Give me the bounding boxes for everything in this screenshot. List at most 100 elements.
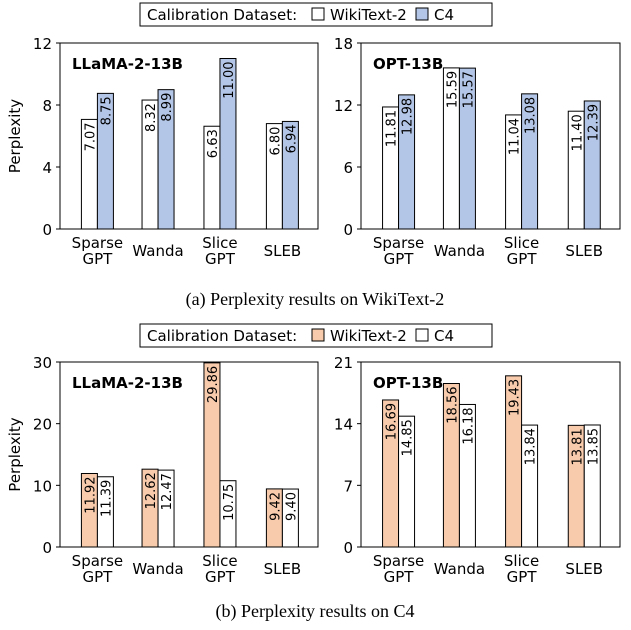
caption: (b) Perplexity results on C4 — [216, 601, 415, 622]
y-tick-label: 14 — [334, 416, 353, 434]
data-label: 11.92 — [83, 476, 98, 513]
data-label: 8.75 — [99, 96, 114, 125]
x-tick-label: SLEB — [264, 242, 302, 260]
bar — [521, 93, 539, 230]
bar — [458, 403, 476, 548]
bar — [281, 120, 299, 230]
x-tick-label: GPT — [82, 250, 113, 268]
y-tick-label: 12 — [334, 97, 353, 115]
bar — [398, 415, 416, 548]
plot-frame — [59, 361, 319, 548]
data-label: 6.94 — [284, 124, 299, 153]
y-tick-label: 18 — [334, 35, 353, 53]
y-tick-label: 0 — [42, 221, 52, 239]
x-tick-label: Sparse — [72, 234, 123, 252]
panel-title: LLaMA-2-13B — [72, 374, 183, 392]
x-tick-label: GPT — [205, 568, 236, 586]
bar — [203, 362, 221, 548]
panel-title: OPT-13B — [373, 55, 443, 73]
legend-swatch — [415, 328, 429, 342]
data-label: 13.85 — [586, 428, 601, 465]
plot-frame — [360, 42, 621, 230]
y-tick-label: 8 — [42, 97, 52, 115]
y-tick-label: 0 — [343, 539, 353, 557]
bar — [458, 67, 476, 230]
data-label: 8.32 — [144, 103, 159, 132]
panel-title: OPT-13B — [373, 374, 443, 392]
plot-frame — [360, 361, 621, 548]
data-label: 11.04 — [508, 118, 523, 155]
x-tick-label: Slice — [504, 234, 539, 252]
y-tick-label: 4 — [42, 159, 52, 177]
x-tick-label: GPT — [384, 568, 415, 586]
data-label: 8.99 — [160, 93, 175, 122]
data-label: 11.39 — [99, 480, 114, 517]
x-tick-label: Wanda — [132, 242, 183, 260]
bar — [583, 100, 601, 230]
legend-label: WikiText-2 — [330, 6, 407, 24]
x-tick-label: Wanda — [132, 560, 183, 578]
y-axis-label: Perplexity — [6, 99, 24, 173]
y-axis-label: Perplexity — [6, 417, 24, 491]
plot-frame — [59, 42, 319, 230]
x-tick-label: GPT — [82, 568, 113, 586]
x-tick-label: Sparse — [373, 234, 424, 252]
data-label: 12.39 — [586, 104, 601, 141]
data-label: 12.47 — [160, 473, 175, 510]
y-tick-label: 7 — [343, 477, 353, 495]
legend-label: C4 — [434, 6, 454, 24]
panel-title: LLaMA-2-13B — [72, 55, 183, 73]
data-label: 11.00 — [222, 62, 237, 99]
data-label: 19.43 — [508, 379, 523, 416]
data-label: 9.40 — [284, 492, 299, 521]
x-tick-label: SLEB — [565, 560, 603, 578]
legend-title: Calibration Dataset: — [147, 6, 297, 24]
legend-swatch — [311, 328, 325, 342]
bar — [96, 92, 114, 230]
legend-label: C4 — [434, 327, 454, 345]
y-tick-label: 0 — [343, 221, 353, 239]
legend-swatch — [311, 7, 325, 21]
bar — [583, 424, 601, 548]
bar — [521, 424, 539, 548]
legend-swatch — [415, 7, 429, 21]
x-tick-label: SLEB — [565, 242, 603, 260]
data-label: 29.86 — [206, 366, 221, 403]
data-label: 10.75 — [222, 484, 237, 521]
data-label: 16.18 — [461, 407, 476, 444]
x-tick-label: GPT — [205, 250, 236, 268]
bar — [157, 469, 175, 548]
y-tick-label: 30 — [33, 354, 52, 372]
x-tick-label: Slice — [202, 552, 237, 570]
data-label: 13.84 — [524, 428, 539, 465]
data-label: 6.63 — [206, 129, 221, 158]
y-tick-label: 12 — [33, 35, 52, 53]
y-tick-label: 10 — [33, 477, 52, 495]
data-label: 6.80 — [268, 127, 283, 156]
data-label: 18.56 — [445, 386, 460, 423]
x-tick-label: Sparse — [72, 552, 123, 570]
data-label: 15.57 — [461, 71, 476, 108]
y-tick-label: 6 — [343, 159, 353, 177]
bar — [398, 94, 416, 230]
data-label: 7.07 — [83, 122, 98, 151]
bar — [157, 89, 175, 230]
data-label: 13.08 — [524, 97, 539, 134]
data-label: 13.81 — [570, 428, 585, 465]
y-tick-label: 0 — [42, 539, 52, 557]
data-label: 12.98 — [401, 98, 416, 135]
bar — [219, 58, 237, 230]
x-tick-label: Wanda — [434, 560, 485, 578]
bar — [281, 488, 299, 548]
caption: (a) Perplexity results on WikiText-2 — [186, 289, 445, 310]
legend-label: WikiText-2 — [330, 327, 407, 345]
data-label: 9.42 — [268, 492, 283, 521]
data-label: 16.69 — [385, 403, 400, 440]
x-tick-label: GPT — [507, 250, 538, 268]
x-tick-label: SLEB — [264, 560, 302, 578]
bar — [96, 476, 114, 548]
x-tick-label: GPT — [507, 568, 538, 586]
data-label: 15.59 — [445, 71, 460, 108]
legend-title: Calibration Dataset: — [147, 327, 297, 345]
